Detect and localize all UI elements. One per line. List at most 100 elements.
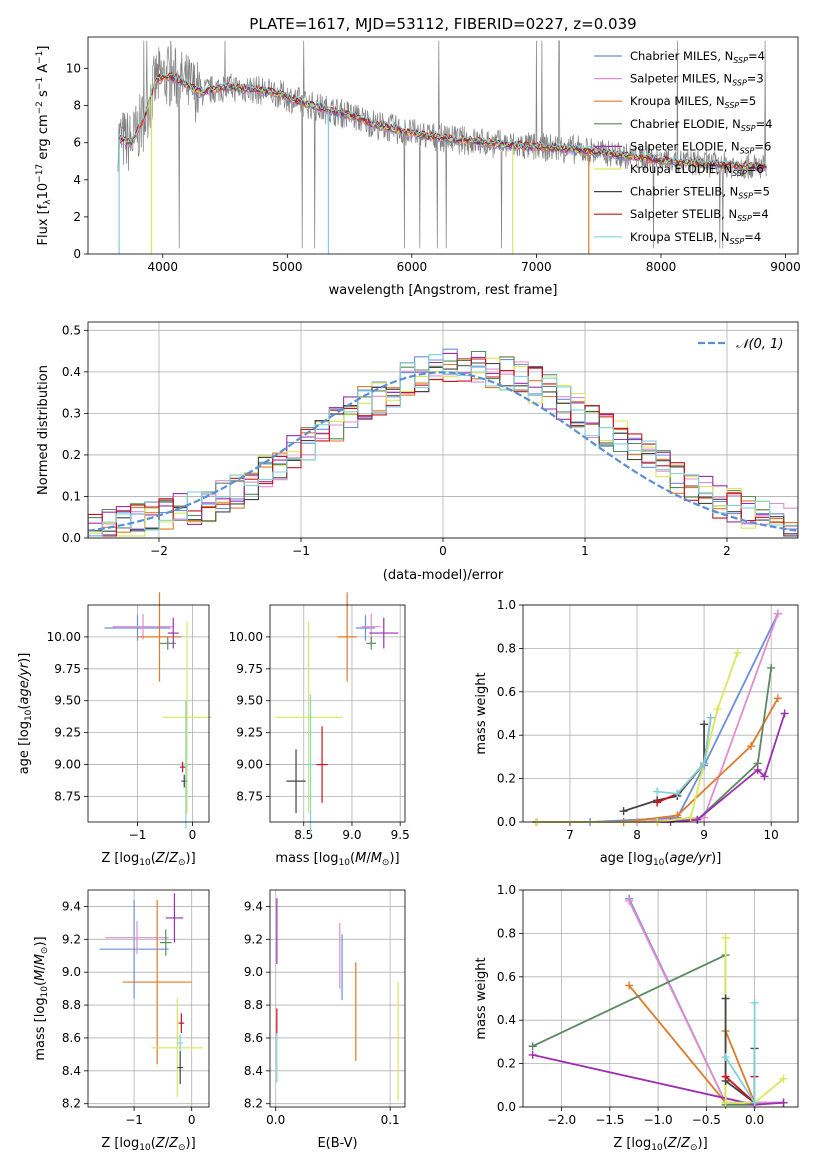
legend-label-kroupa_stelib: Kroupa STELIB, NSSP=4 — [630, 230, 761, 246]
age-vs-mass-ytick-label: 8.75 — [236, 789, 263, 803]
age-vs-mass-points — [274, 592, 399, 835]
weight-vs-age-marker-kroupa_stelib — [700, 759, 709, 768]
weight-vs-age-xtick-label: 8 — [633, 828, 641, 842]
weight-vs-age-marker-salpeter_elodie — [780, 709, 789, 718]
mass-vs-Z-points — [99, 893, 204, 1098]
weight-vs-Z-ytick-label: 0.4 — [497, 1013, 516, 1027]
spectrum-ytick-label: 6 — [73, 136, 81, 150]
weight-vs-age-marker-kroupa_elodie — [733, 648, 742, 657]
weight-vs-Z-ytick-label: 0.0 — [497, 1100, 516, 1114]
weight-vs-age-marker-salpeter_stelib — [653, 798, 662, 807]
spectrum-axes: 4000 5000 6000 7000 8000 9000 0 2 4 6 8 10 — [66, 62, 801, 274]
legend-label-salpeter_elodie: Salpeter ELODIE, NSSP=6 — [630, 139, 771, 155]
legend-label-chabrier_elodie: Chabrier ELODIE, NSSP=4 — [630, 117, 772, 133]
plot-layer: 4000 5000 6000 7000 8000 90000246810wavelengt… — [17, 36, 801, 1153]
age-vs-Z-xtick-label: −1 — [129, 828, 147, 842]
weight-vs-Z-line-kroupa_stelib — [724, 1002, 756, 1106]
age-vs-Z-ytick-label: 10.00 — [47, 630, 81, 644]
weight-vs-Z-series — [528, 894, 788, 1109]
weight-vs-age-marker-salpeter_miles — [773, 609, 782, 618]
weight-vs-Z-xlabel: Z [log10(Z/Z⊙)] — [613, 1136, 707, 1153]
weight-vs-Z-ytick-label: 0.6 — [497, 970, 516, 984]
legend-label-kroupa_elodie: Kroupa ELODIE, NSSP=6 — [630, 162, 764, 178]
weight-vs-age-marker-salpeter_elodie — [753, 765, 762, 774]
weight-vs-Z-frame — [522, 889, 799, 1108]
mass-vs-ebv-xtick-label: 0.0 — [266, 1113, 285, 1127]
mass-vs-ebv-xtick-label: 0.1 — [381, 1113, 400, 1127]
mass-vs-Z-ytick-label: 8.6 — [62, 1031, 81, 1045]
residuals-ytick-label: 0.5 — [62, 323, 81, 337]
mass-vs-Z-xtick-label: 0 — [188, 1113, 196, 1127]
weight-vs-age-line-kroupa_stelib — [657, 717, 712, 795]
age-vs-Z-axes: −1 0 8.75 9.00 9.25 9.50 9.75 10.00 — [47, 605, 209, 842]
weight-vs-Z-marker-chabrier_stelib — [721, 994, 730, 1003]
weight-vs-age-line-chabrier_elodie — [536, 667, 773, 823]
weight-vs-age-marker-salpeter_elodie — [760, 772, 769, 781]
age-vs-mass-frame — [269, 604, 406, 823]
legend-label-kroupa_miles: Kroupa MILES, NSSP=5 — [630, 94, 756, 110]
age-vs-mass-xtick-label: 8.5 — [294, 828, 313, 842]
age-vs-mass-xtick-label: 9.5 — [391, 828, 410, 842]
residuals-ytick-label: 0.3 — [62, 406, 81, 420]
weight-vs-Z-marker-kroupa_elodie — [721, 1098, 730, 1107]
weight-vs-age-line-chabrier_stelib — [623, 724, 705, 812]
age-vs-mass-ytick-label: 9.25 — [236, 726, 263, 740]
age-vs-mass-ytick-label: 10.00 — [229, 630, 263, 644]
spectrum-legend: Chabrier MILES, NSSP=4 Salpeter MILES, NS… — [594, 49, 772, 246]
weight-vs-age-ytick-label: 0.8 — [497, 641, 516, 655]
weight-vs-Z-marker-salpeter_elodie — [528, 1050, 537, 1059]
mass-vs-Z-ylabel: mass [log10(M/M⊙)] — [33, 936, 50, 1060]
mass-vs-ebv-ytick-label: 9.0 — [244, 965, 263, 979]
weight-vs-Z-marker-salpeter_miles — [625, 896, 634, 905]
weight-vs-age-ytick-label: 0.4 — [497, 728, 516, 742]
age-vs-Z-ylabel: age [log10(age/yr)] — [17, 653, 34, 775]
age-vs-mass-xlabel: mass [log10(M/M⊙)] — [275, 851, 399, 868]
weight-vs-age-marker-chabrier_elodie — [767, 663, 776, 672]
age-vs-mass-ytick-label: 9.50 — [236, 694, 263, 708]
weight-vs-Z-axes: −2.0 −1.5 −1.0 −0.5 0.0 0.0 0.2 0.4 0.6 0.8 1.0 — [497, 883, 798, 1127]
weight-vs-age-axes: 7 8 9 10 0.0 0.2 0.4 0.6 0.8 1.0 — [497, 598, 798, 842]
spectrum-xlabel: wavelength [Angstrom, rest frame] — [329, 283, 558, 298]
age-vs-Z-ytick-label: 9.00 — [54, 758, 81, 772]
legend-label-chabrier_stelib: Chabrier STELIB, NSSP=5 — [630, 185, 770, 201]
mass-vs-ebv-points — [276, 898, 399, 1101]
residuals-ytick-label: 0.1 — [62, 489, 81, 503]
weight-vs-Z-ytick-label: 0.2 — [497, 1057, 516, 1071]
mass-vs-Z-ytick-label: 9.4 — [62, 899, 81, 913]
residuals-frame — [87, 321, 799, 539]
weight-vs-age-marker-kroupa_stelib — [706, 713, 715, 722]
residual-histograms — [88, 348, 798, 538]
histogram-salpeter_stelib — [88, 358, 798, 538]
weight-vs-Z-marker-kroupa_elodie — [721, 933, 730, 942]
mass-vs-Z-ytick-label: 9.0 — [62, 965, 81, 979]
residuals-ytick-label: 0.4 — [62, 365, 81, 379]
mass-vs-Z-xtick-label: −1 — [125, 1113, 143, 1127]
weight-vs-age-marker-kroupa_stelib — [673, 789, 682, 798]
residuals-axes: −2 −1 0 1 2 0.0 0.1 0.2 0.3 0.4 0.5 — [62, 322, 798, 558]
mass-vs-Z-ytick-label: 8.8 — [62, 998, 81, 1012]
weight-vs-age-marker-kroupa_elodie — [686, 813, 695, 822]
age-vs-Z-ytick-label: 9.25 — [54, 726, 81, 740]
weight-vs-Z-xtick-label: −0.5 — [692, 1113, 721, 1127]
mass-vs-ebv-ytick-label: 8.8 — [244, 998, 263, 1012]
spectrum-ylabel: Flux [fλ10−17 erg cm−2 s−1 A−1] — [35, 46, 53, 246]
weight-vs-age-marker-salpeter_elodie — [693, 815, 702, 824]
weight-vs-Z-xtick-label: −1.0 — [644, 1113, 673, 1127]
age-vs-Z-points — [104, 592, 212, 829]
mass-vs-Z-axes: −1 0 8.2 8.4 8.6 8.8 9.0 9.2 9.4 — [62, 890, 209, 1127]
weight-vs-age-ytick-label: 0.0 — [497, 815, 516, 829]
mass-vs-ebv-frame — [269, 889, 406, 1108]
residuals-xtick-label: −2 — [150, 544, 168, 558]
weight-vs-Z-ytick-label: 0.8 — [497, 926, 516, 940]
weight-vs-Z-marker-kroupa_stelib — [750, 998, 759, 1007]
legend-label-salpeter_miles: Salpeter MILES, NSSP=3 — [630, 72, 764, 88]
weight-vs-Z-line-chabrier_elodie — [532, 953, 755, 1106]
mass-vs-ebv-xlabel: E(B-V) — [317, 1136, 357, 1151]
mass-vs-Z-xlabel: Z [log10(Z/Z⊙)] — [101, 1136, 195, 1153]
legend-label-salpeter_stelib: Salpeter STELIB, NSSP=4 — [630, 207, 769, 223]
spectrum-xtick-label: 5000 — [272, 260, 303, 274]
normal-curve — [88, 371, 798, 532]
residuals-xlabel: (data-model)/error — [383, 568, 504, 583]
weight-vs-age-xtick-label: 7 — [566, 828, 574, 842]
